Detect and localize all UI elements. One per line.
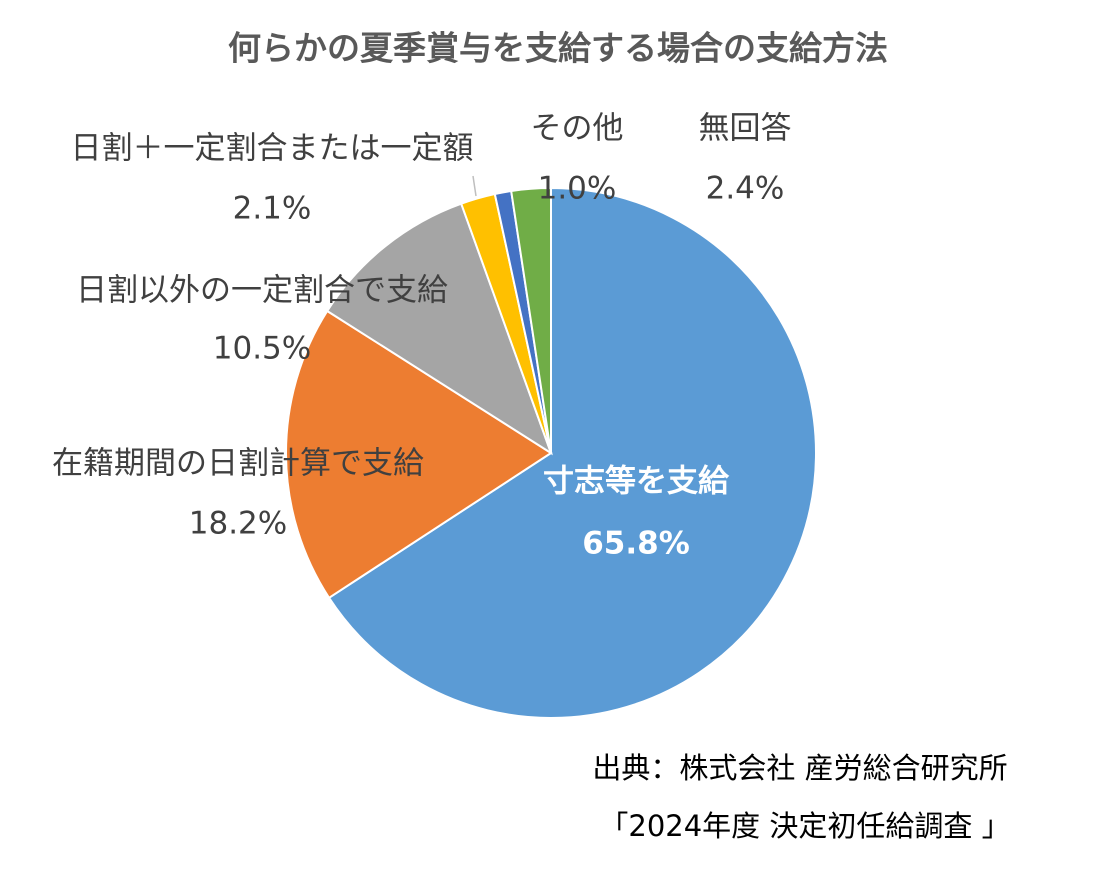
value-label: 65.8% [582, 526, 690, 562]
source-note: 「2024年度 決定初任給調査 」 [599, 809, 1010, 843]
chart-title: 何らかの夏季賞与を支給する場合の支給方法 [228, 29, 888, 68]
value-label: 1.0% [538, 171, 617, 207]
slice-label: 寸志等を支給 [543, 464, 730, 500]
pie-slice [510, 186, 552, 454]
value-label: 2.4% [706, 171, 785, 207]
slice-label: 在籍期間の日割計算で支給 [52, 446, 424, 482]
value-label: 10.5% [213, 331, 311, 367]
leader-line [472, 175, 477, 197]
slice-label: 日割以外の一定割合で支給 [76, 273, 448, 309]
slice-label: 日割＋一定割合または一定額 [71, 131, 474, 167]
slice-label: 無回答 [699, 111, 792, 147]
pie-slice [285, 309, 553, 600]
slice-label: その他 [531, 111, 624, 147]
source-note: 出典：株式会社 産労総合研究所 [592, 751, 1007, 785]
pie-slice [325, 202, 553, 456]
pie-slice [327, 186, 817, 719]
value-label: 2.1% [233, 191, 312, 227]
value-label: 18.2% [189, 506, 287, 542]
